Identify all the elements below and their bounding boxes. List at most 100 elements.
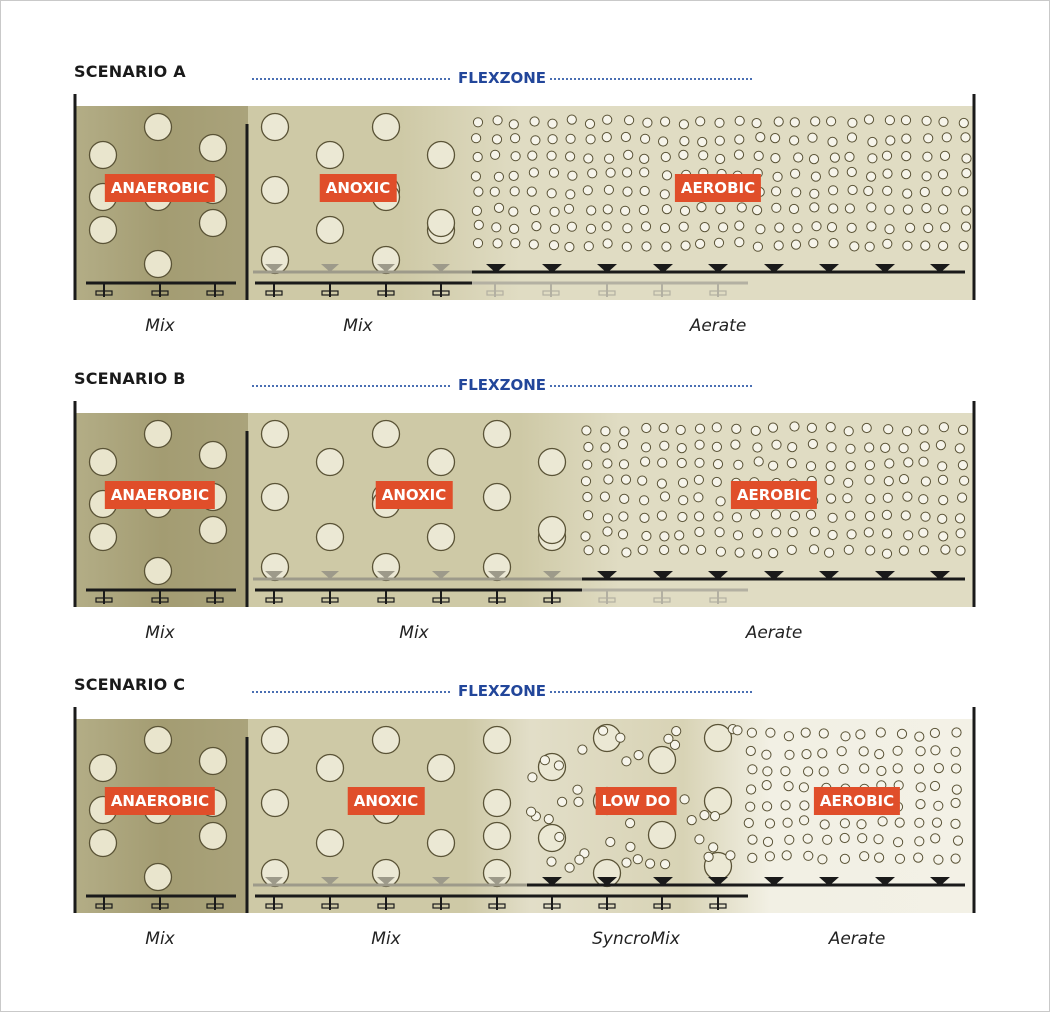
active-diffuser-head <box>708 571 728 580</box>
fine-bubble <box>843 544 854 555</box>
mixing-bubble <box>88 140 118 170</box>
mixing-bubble <box>426 522 456 552</box>
fine-bubble <box>783 781 794 792</box>
fine-bubble <box>674 530 685 541</box>
fine-bubble <box>784 834 795 845</box>
fine-bubble <box>873 834 884 845</box>
inactive-mixer-foot <box>542 290 560 296</box>
fine-bubble <box>698 150 709 161</box>
fine-bubble <box>509 186 520 197</box>
fine-bubble <box>954 513 966 524</box>
fine-bubble <box>679 794 690 805</box>
fine-bubble <box>547 134 558 145</box>
fine-bubble <box>752 205 763 216</box>
fine-bubble <box>802 833 813 844</box>
fine-bubble <box>659 531 670 542</box>
mixing-bubble <box>482 419 512 449</box>
mixing-bubble <box>371 112 401 142</box>
mixing-bubble <box>703 786 733 816</box>
fine-bubble <box>875 727 886 738</box>
inactive-diffuser-head <box>377 571 395 579</box>
active-diffuser-head <box>875 877 895 886</box>
scenario-title: SCENARIO B <box>74 369 186 388</box>
fine-bubble <box>686 815 697 826</box>
mixer-foot <box>321 903 339 909</box>
fine-bubble <box>900 510 911 521</box>
mixing-bubble <box>315 215 345 245</box>
fine-bubble <box>661 170 673 181</box>
fine-bubble <box>669 739 681 750</box>
mixing-bubble <box>260 482 290 512</box>
fine-bubble <box>960 132 971 143</box>
fine-bubble <box>694 457 705 468</box>
fine-bubble <box>789 117 800 128</box>
fine-bubble <box>557 796 568 807</box>
fine-bubble <box>885 135 896 146</box>
fine-bubble <box>824 474 835 485</box>
fine-bubble <box>602 458 613 469</box>
fine-bubble <box>787 527 798 538</box>
fine-bubble <box>585 134 596 145</box>
fine-bubble <box>656 510 668 521</box>
fine-bubble <box>800 727 811 738</box>
inactive-diffuser-head <box>377 877 395 885</box>
mixing-bubble <box>260 112 290 142</box>
fine-bubble <box>770 153 781 164</box>
fine-bubble <box>846 166 857 178</box>
inactive-diffuser-head <box>265 877 283 885</box>
fine-bubble <box>752 442 763 453</box>
fine-bubble <box>817 748 828 759</box>
fine-bubble <box>697 136 708 148</box>
fine-bubble <box>898 474 910 485</box>
fine-bubble <box>527 772 538 783</box>
fine-bubble <box>678 544 690 555</box>
fine-bubble <box>784 749 795 760</box>
fine-bubble <box>811 221 822 232</box>
fine-bubble <box>803 850 814 861</box>
fine-bubble <box>773 240 784 251</box>
fine-bubble <box>695 116 706 127</box>
fine-bubble <box>734 237 745 248</box>
flexzone-dotted-line-right <box>550 691 752 693</box>
fine-bubble <box>938 204 949 215</box>
fine-bubble <box>640 442 652 453</box>
fine-bubble <box>855 729 866 740</box>
fine-bubble <box>679 136 690 147</box>
fine-bubble <box>660 116 671 127</box>
fine-bubble <box>546 856 557 867</box>
fine-bubble <box>693 474 705 485</box>
fine-bubble <box>747 852 758 863</box>
operation-label-mix: Mix <box>343 316 373 336</box>
fine-bubble <box>809 202 820 213</box>
fine-bubble <box>624 115 635 126</box>
fine-bubble <box>788 203 800 215</box>
fine-bubble <box>661 204 673 215</box>
tank-wall <box>73 707 976 913</box>
fine-bubble <box>921 171 932 182</box>
mixer-foot <box>151 903 169 909</box>
fine-bubble <box>566 114 577 125</box>
fine-bubble <box>914 817 925 828</box>
fine-bubble <box>602 526 613 537</box>
fine-bubble <box>703 851 714 862</box>
mixing-bubble <box>647 820 677 850</box>
fine-bubble <box>809 526 820 537</box>
fine-bubble <box>622 223 633 234</box>
tank-wall <box>73 401 976 607</box>
fine-bubble <box>922 151 933 162</box>
fine-bubble <box>528 167 540 178</box>
fine-bubble <box>752 548 763 559</box>
fine-bubble <box>491 222 502 233</box>
fine-bubble <box>931 817 943 828</box>
fine-bubble <box>622 186 633 197</box>
fine-bubble <box>639 153 650 164</box>
fine-bubble <box>599 491 611 502</box>
fine-bubble <box>774 222 785 233</box>
fine-bubble <box>676 443 687 454</box>
inactive-diffuser-head <box>377 264 395 272</box>
mixing-bubble <box>315 753 345 783</box>
fine-bubble <box>937 474 949 485</box>
fine-bubble <box>930 833 941 844</box>
fine-bubble <box>863 527 874 538</box>
fine-bubble <box>771 527 782 538</box>
